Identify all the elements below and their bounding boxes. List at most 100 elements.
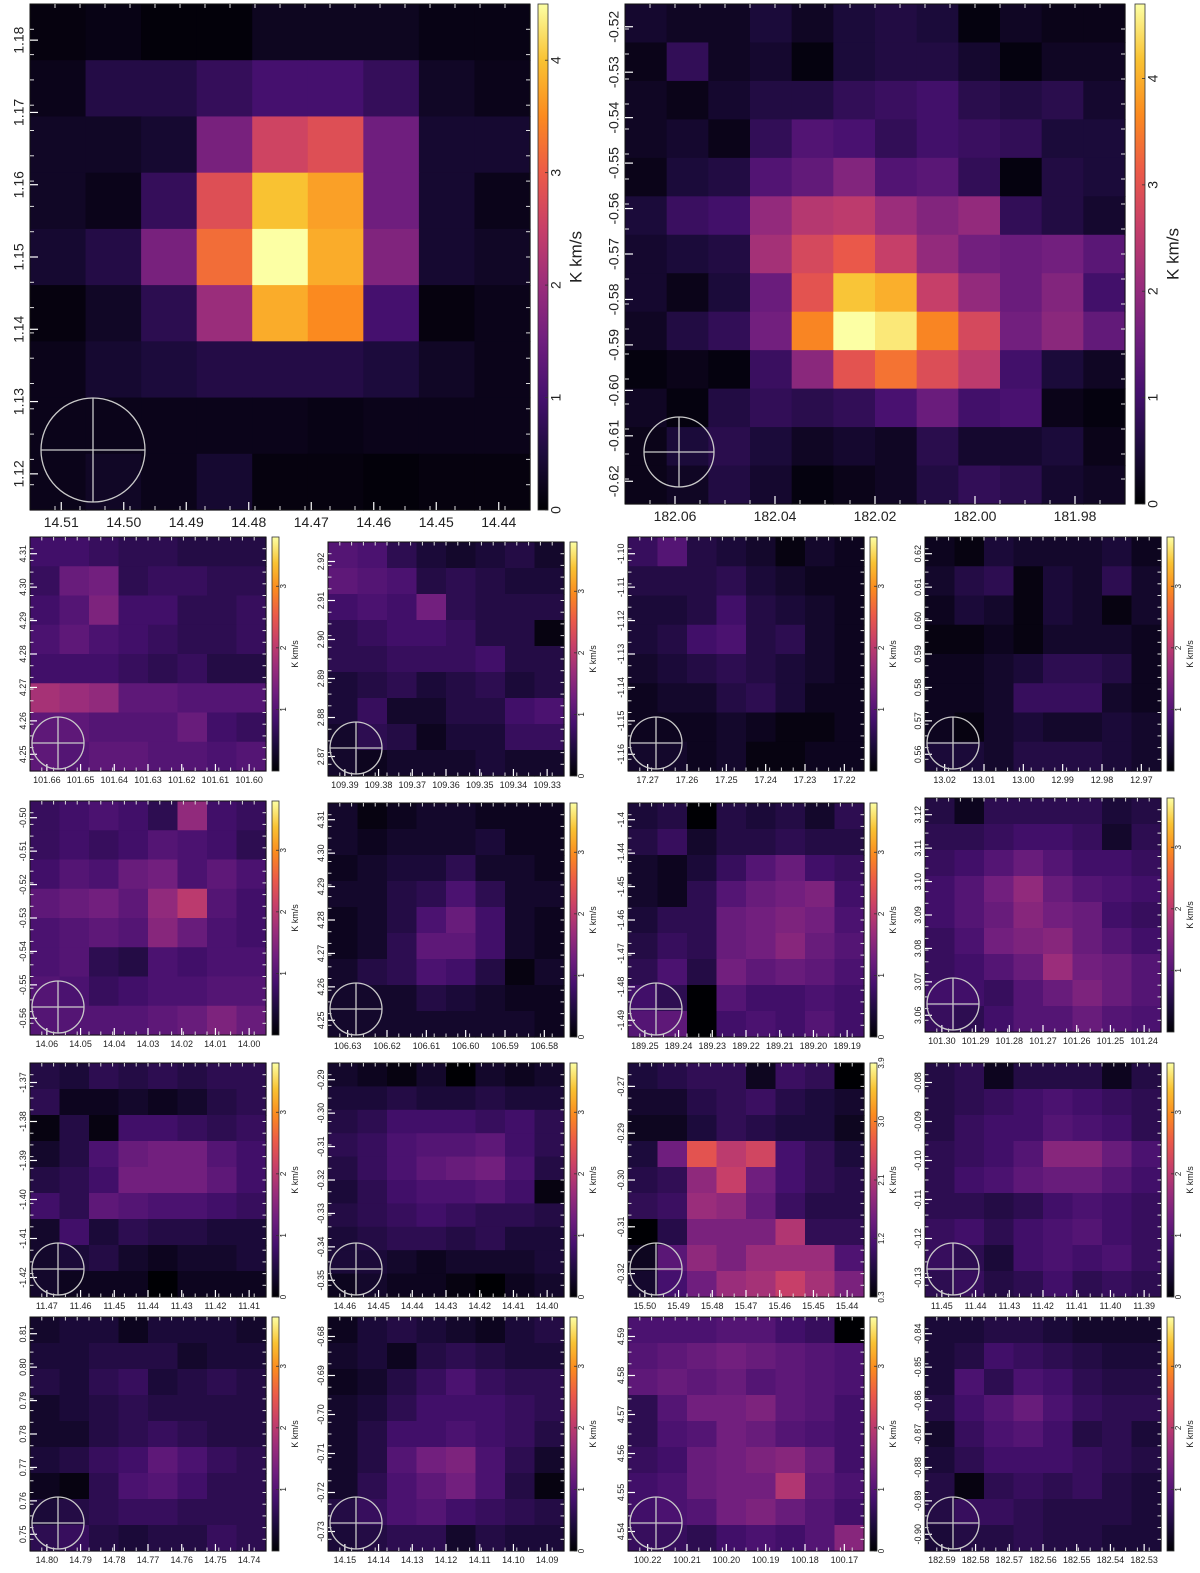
heatmap-cell — [534, 646, 565, 673]
heatmap-cell — [328, 1525, 359, 1552]
heatmap-cell — [746, 1245, 777, 1272]
heatmap-cell — [387, 933, 418, 960]
heatmap-cell — [805, 1219, 836, 1246]
heatmap-cell — [775, 933, 806, 960]
heatmap-cell — [687, 959, 718, 986]
heatmap-cell — [687, 1343, 718, 1370]
heatmap-cell — [1102, 537, 1133, 567]
heatmap-cell — [657, 654, 688, 684]
heatmap-cell — [59, 741, 90, 772]
beam-symbol — [926, 1242, 980, 1296]
heatmap-cell — [1072, 1063, 1103, 1090]
heatmap-cell — [805, 803, 836, 830]
heatmap-cells — [628, 1317, 865, 1552]
y-tick-label: 2.89 — [316, 670, 326, 688]
heatmap-cell — [446, 1133, 477, 1158]
heatmap-cell — [357, 1421, 388, 1448]
colorbar-tick-label: 2 — [1174, 1425, 1183, 1430]
heatmap-cell — [1102, 712, 1133, 743]
heatmap-cell — [984, 1063, 1015, 1090]
heatmap-cell — [207, 918, 238, 948]
heatmap-cell — [657, 537, 688, 567]
heatmap-cell — [307, 60, 364, 118]
y-tick-label: 0.60 — [913, 612, 923, 630]
heatmap-cell — [666, 4, 709, 44]
x-tick-label: 101.64 — [101, 775, 129, 785]
heatmap-cell — [30, 1219, 61, 1246]
colorbar-tick-label: 3 — [1174, 844, 1183, 849]
colorbar-tick-label: 3.9 — [877, 1057, 886, 1069]
heatmap-cell — [1131, 624, 1162, 655]
colorbar-tick-label: 0 — [577, 1548, 586, 1553]
heatmap-cell — [446, 1395, 477, 1422]
heatmap-cell — [446, 1499, 477, 1526]
heatmap-cell — [418, 228, 476, 286]
x-tick-label: 109.36 — [432, 780, 460, 790]
x-tick-label: 182.57 — [996, 1555, 1024, 1565]
heatmap-cell — [1131, 683, 1162, 714]
heatmap-cell — [746, 1499, 777, 1526]
heatmap-cell — [89, 801, 120, 831]
heatmap-cell — [59, 654, 90, 684]
y-tick-label: -0.32 — [616, 1263, 626, 1284]
colorbar — [271, 1316, 280, 1552]
heatmap-cell — [834, 1011, 865, 1038]
heatmap-cell — [746, 1167, 777, 1194]
heatmap-cell — [1131, 1115, 1162, 1142]
heatmap-cell — [236, 1395, 267, 1422]
heatmap-cell — [657, 829, 688, 856]
heatmap-cell — [387, 855, 418, 882]
heatmap-cell — [118, 1193, 149, 1220]
y-tick-label: 4.30 — [18, 578, 28, 596]
heatmap-cell — [834, 537, 865, 567]
heatmap-cell — [30, 1167, 61, 1194]
heatmap-cell — [416, 1180, 447, 1204]
y-tick-label: -0.86 — [913, 1390, 923, 1411]
y-tick-label: 1.14 — [11, 315, 27, 342]
heatmap-cell — [750, 388, 793, 428]
heatmap-cell — [207, 537, 238, 567]
heatmap-cell — [534, 1226, 565, 1251]
heatmap-cell — [925, 1395, 956, 1422]
heatmap-cell — [252, 285, 309, 342]
heatmap-cell — [30, 1271, 61, 1298]
heatmap-cell — [475, 1180, 506, 1204]
heatmap-cell — [775, 566, 806, 597]
y-tick-label: -0.55 — [18, 975, 28, 996]
heatmap-cell — [328, 594, 359, 621]
heatmap-cell — [30, 1005, 61, 1036]
heatmap-cell — [59, 830, 90, 861]
heatmap-cell — [357, 1369, 388, 1396]
heatmap-cell — [30, 1115, 61, 1142]
heatmap-cell — [1013, 1447, 1044, 1474]
heatmap-cell — [625, 4, 668, 44]
heatmap-cell — [657, 1525, 688, 1552]
heatmap-cell — [628, 1343, 659, 1370]
heatmap-cell — [59, 683, 90, 714]
y-tick-label: -0.69 — [316, 1365, 326, 1386]
x-tick-label: 101.27 — [1029, 1036, 1057, 1046]
heatmap-cell — [475, 1369, 506, 1396]
heatmap-cell — [1131, 1089, 1162, 1116]
heatmap-cell — [1072, 824, 1103, 851]
heatmap-cell — [984, 1499, 1015, 1526]
heatmap-cell — [1000, 311, 1043, 351]
colorbar-tick-label: 3 — [877, 849, 886, 854]
heatmap-cell — [363, 116, 420, 174]
heatmap-cell — [805, 1167, 836, 1194]
y-tick-label: 4.26 — [316, 978, 326, 996]
heatmap-cell — [1083, 350, 1126, 390]
colorbar-label: K km/s — [588, 1166, 598, 1194]
beam-symbol — [31, 716, 85, 770]
heatmap-cell — [307, 397, 364, 455]
heatmap-cell — [1041, 196, 1084, 236]
heatmap-cell — [1013, 712, 1044, 743]
heatmap-cell — [775, 1219, 806, 1246]
heatmap-cell — [875, 42, 918, 82]
heatmap-cell — [666, 196, 709, 236]
x-tick-label: 14.05 — [69, 1039, 92, 1049]
heatmap-cell — [834, 829, 865, 856]
heatmap-cell — [984, 1369, 1015, 1396]
heatmap-cell — [387, 803, 418, 830]
heatmap-cell — [475, 1250, 506, 1275]
